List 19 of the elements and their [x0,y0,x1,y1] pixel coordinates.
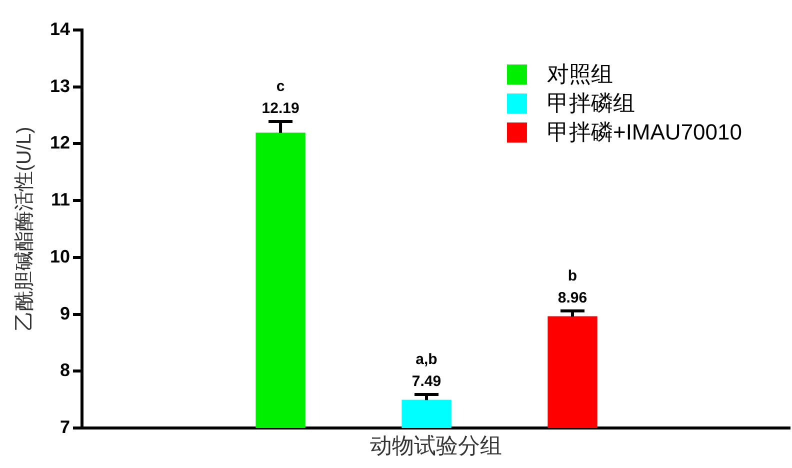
annotation: b [568,268,578,285]
x-axis-title: 动物试验分组 [370,432,502,458]
y-tick-label: 10 [50,246,70,266]
y-axis-title: 乙酰胆碱酯酶活性(U/L) [14,126,36,332]
y-tick-label: 12 [50,132,70,153]
legend-label: 甲拌磷组 [546,90,635,116]
y-tick-label: 7 [60,416,70,437]
y-tick-label: 11 [50,190,70,210]
data-label: 12.19 [262,100,300,118]
annotation: a,b [416,351,438,368]
data-label: 8.96 [558,290,588,307]
y-tick-label: 8 [60,360,70,380]
annotation: c [276,78,285,96]
y-tick-label: 13 [50,76,70,96]
legend-label: 甲拌磷+IMAU70010 [546,120,742,145]
y-tick-label: 14 [50,18,70,39]
data-label: 7.49 [412,373,442,390]
legend-label: 对照组 [546,62,613,87]
y-tick-label: 9 [60,303,70,324]
